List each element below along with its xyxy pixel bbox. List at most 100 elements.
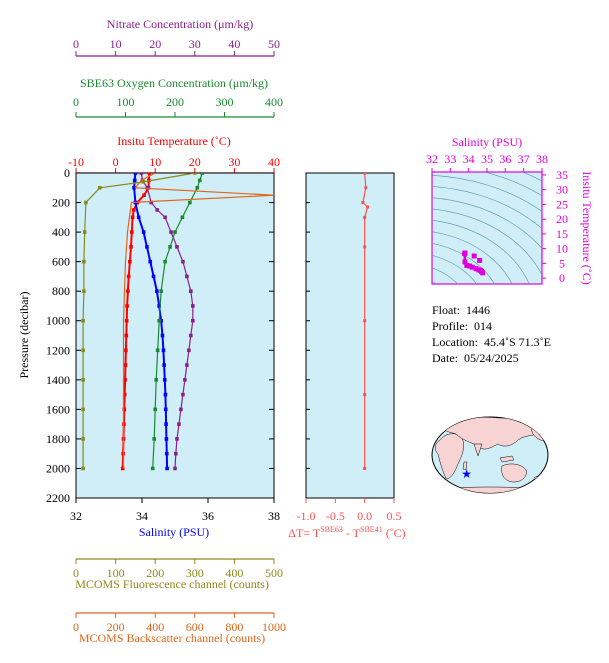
ts-density-contour [432, 208, 542, 276]
salinity-point [159, 318, 163, 323]
delta-t-tick-label: -0.5 [326, 509, 345, 523]
ts-point [467, 263, 473, 269]
delta-t-tick-label: 0.5 [387, 509, 402, 523]
delta-t-tick-group: -1.0 -0.5 0.0 0.5 [297, 172, 402, 523]
salinity-tick-group: 32 34 36 38 [70, 498, 280, 523]
ts-density-contours [432, 172, 542, 284]
oxygen-axis: SBE63 Oxygen Concentration (μm/kg) 0 100 2… [73, 76, 283, 118]
salinity-tick-label: 34 [136, 509, 148, 523]
backscatter-tick-label: 400 [146, 620, 164, 634]
salinity-point [136, 215, 141, 220]
temperature-point [122, 392, 127, 397]
ts-salinity-tick-label: 38 [536, 152, 548, 166]
oxygen-point [157, 318, 161, 323]
info-date-value: 05/24/2025 [464, 351, 519, 365]
pressure-tick-label: 600 [52, 255, 70, 269]
nitrate-axis: Nitrate Concentration (μm/kg) 0 10 20 30 40 5… [73, 17, 280, 57]
fluorescence-point [97, 185, 102, 190]
oxygen-point [180, 215, 185, 220]
nitrate-point [177, 422, 181, 426]
info-location-label: Location: [432, 335, 478, 349]
delta-t-tick-label: 0.0 [357, 509, 372, 523]
fluorescence-point [81, 378, 85, 382]
ts-point [477, 257, 483, 263]
fluorescence-point [82, 230, 87, 234]
pressure-tick-label: 1800 [46, 432, 70, 446]
delta-t-label-sup2: SBE41 [360, 525, 383, 534]
salinity-point [163, 407, 168, 412]
map-land-australia [501, 463, 527, 483]
info-date: Date: 05/24/2025 [432, 350, 551, 366]
fluorescence-tick-label: 400 [225, 566, 243, 580]
delta-t-series [361, 173, 370, 470]
nitrate-point [191, 304, 195, 308]
ts-point [464, 262, 470, 268]
temperature-point [123, 363, 128, 367]
nitrate-point [189, 289, 193, 293]
salinity-point [162, 378, 167, 382]
temperature-point [122, 407, 127, 412]
ts-density-contour [432, 186, 542, 230]
salinity-point [163, 392, 168, 397]
oxygen-point [200, 173, 205, 175]
nitrate-point [175, 437, 179, 441]
ts-temperature-tick-label: 25 [556, 197, 568, 211]
temperature-tick-label: 0 [113, 155, 119, 169]
pressure-tick-label: 1000 [46, 314, 70, 328]
ts-density-contour [432, 231, 513, 284]
nitrate-point [189, 333, 193, 338]
pressure-tick-label: 2200 [46, 491, 70, 505]
temperature-point [126, 289, 130, 293]
pressure-axis-label: Pressure (decibar) [17, 292, 31, 379]
salinity-point [162, 363, 166, 367]
ts-salinity-axis-label: Salinity (PSU) [452, 135, 522, 149]
profile-info: Float: 1446 Profile: 014 Location: 45.4˚… [432, 302, 551, 366]
ts-temperature-tick-label: 15 [556, 227, 568, 241]
nitrate-tick-label: 40 [228, 37, 240, 51]
fluorescence-axis-label: MCOMS Fluorescence channel (counts) [75, 577, 269, 591]
nitrate-point [155, 208, 159, 212]
ts-series [462, 250, 486, 276]
nitrate-tick-label: 0 [73, 37, 79, 51]
oxygen-point [159, 289, 163, 293]
delta-t-label-mid: - T [343, 526, 361, 540]
salinity-point [133, 173, 138, 175]
map-land-india [473, 443, 483, 457]
oxygen-point [152, 437, 157, 441]
ts-point [462, 251, 468, 257]
delta-t-label-suffix: (˚C) [383, 526, 406, 540]
ts-point [469, 264, 475, 270]
oxygen-point [163, 259, 167, 264]
nitrate-point [181, 392, 185, 397]
nitrate-point [185, 363, 189, 367]
info-profile-label: Profile: [432, 319, 468, 333]
fluorescence-point [81, 407, 85, 412]
fluorescence-point [82, 289, 86, 293]
ts-salinity-tick-group: 32 33 34 35 36 37 38 [426, 152, 548, 172]
pressure-tick-label: 400 [52, 225, 70, 239]
temperature-point [129, 245, 133, 249]
ts-density-contour [432, 219, 530, 284]
nitrate-point [173, 466, 177, 471]
ts-salinity-tick-label: 34 [463, 152, 475, 166]
pressure-tick-label: 1600 [46, 402, 70, 416]
info-float-value: 1446 [466, 303, 491, 317]
temperature-point [124, 333, 129, 338]
info-date-label: Date: [432, 351, 458, 365]
temperature-point [130, 215, 135, 220]
ts-salinity-tick-label: 33 [444, 152, 456, 166]
temperature-tick-label: 40 [268, 155, 280, 169]
oxygen-tick-label: 400 [265, 95, 283, 109]
ts-density-contour [432, 175, 542, 212]
delta-t-point [363, 393, 367, 397]
nitrate-point [149, 200, 154, 205]
ts-salinity-tick-label: 36 [499, 152, 511, 166]
ts-density-contour [432, 197, 542, 249]
fluorescence-point [81, 348, 85, 353]
salinity-point [164, 422, 168, 426]
delta-t-label-sup1: SBE63 [320, 525, 343, 534]
delta-t-tick-label: -1.0 [297, 509, 316, 523]
nitrate-point [191, 318, 195, 323]
oxygen-point [168, 245, 172, 249]
